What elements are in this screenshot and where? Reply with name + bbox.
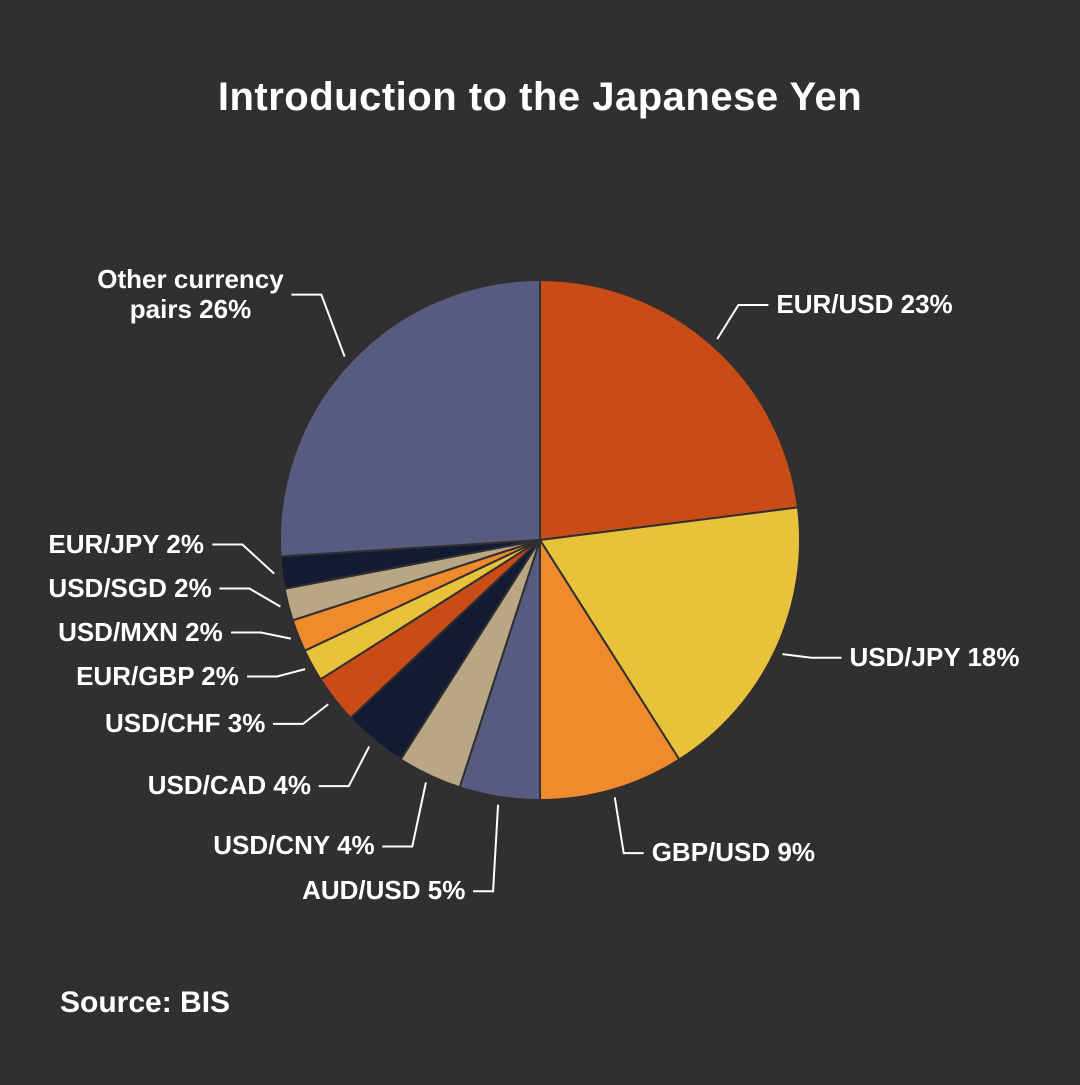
leader-line (219, 589, 280, 607)
slice-label-eur-usd: EUR/USD 23% (776, 290, 952, 320)
source-text: Source: BIS (60, 986, 230, 1020)
slice-label-eur-gbp: EUR/GBP 2% (76, 662, 239, 692)
leader-line (382, 782, 426, 846)
leader-line (615, 797, 644, 853)
pie-slice-other-currency-pairs (280, 280, 540, 556)
leader-line (717, 305, 768, 339)
leader-line (291, 295, 344, 357)
leader-line (273, 704, 328, 724)
slice-label-usd-cad: USD/CAD 4% (148, 771, 311, 801)
slice-label-usd-cny: USD/CNY 4% (213, 831, 374, 861)
slice-label-usd-sgd: USD/SGD 2% (48, 574, 211, 604)
leader-line (473, 805, 498, 892)
slice-label-usd-mxn: USD/MXN 2% (58, 618, 223, 648)
leader-line (782, 654, 841, 658)
slice-label-aud-usd: AUD/USD 5% (302, 876, 465, 906)
leader-line (247, 669, 305, 676)
slice-label-eur-jpy: EUR/JPY 2% (48, 530, 204, 560)
slice-label-usd-chf: USD/CHF 3% (105, 709, 265, 739)
slice-label-gbp-usd: GBP/USD 9% (652, 838, 815, 868)
leader-line (212, 545, 274, 574)
slice-label-usd-jpy: USD/JPY 18% (849, 643, 1019, 673)
pie-slice-eur-usd (540, 280, 798, 540)
pie-chart: EUR/USD 23% USD/JPY 18% GBP/USD 9% AUD/USD … (0, 0, 1080, 1080)
slice-label-other-currency-pairs: Other currency pairs 26% (97, 265, 283, 325)
leader-line (319, 746, 369, 786)
leader-line (231, 633, 291, 639)
